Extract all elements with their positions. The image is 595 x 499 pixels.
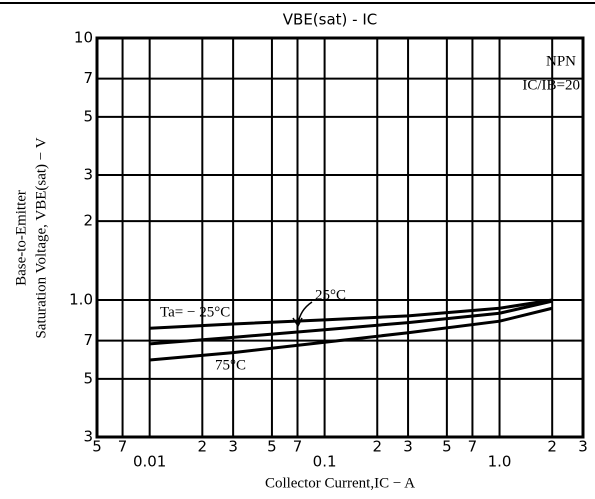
series-line — [149, 306, 553, 362]
y-axis-label: Base-to-Emitter — [13, 190, 29, 286]
arrow — [292, 301, 313, 328]
x-tick-label: 2 — [372, 438, 382, 456]
series-label: Ta= − 25°C — [160, 304, 230, 320]
x-axis-label: Collector Current,IC − A — [265, 475, 415, 491]
x-tick-label: 5 — [442, 438, 452, 456]
y-tick-label: 7 — [83, 331, 93, 349]
y-tick-label: 1.0 — [69, 291, 93, 309]
series-label: 75°C — [215, 357, 246, 373]
plot-frame — [95, 36, 585, 439]
x-tick-label: 2 — [198, 438, 208, 456]
x-tick-label: 5 — [267, 438, 277, 456]
y-tick-label: 5 — [83, 369, 93, 387]
annotation: IC/IB=20 — [522, 77, 580, 93]
x-tick-label: 0.01 — [133, 453, 166, 471]
x-tick-label: 5 — [92, 438, 102, 456]
chart-title: VBE(sat) - IC — [283, 11, 377, 29]
x-tick-label: 3 — [228, 438, 238, 456]
annotation: NPN — [546, 53, 576, 69]
y-tick-label: 3 — [83, 165, 93, 183]
y-tick-label: 2 — [83, 212, 93, 230]
series-label: 25°C — [315, 287, 346, 303]
y-axis-label: Saturation Voltage, VBE(sat) − V — [33, 137, 49, 338]
x-tick-label: 3 — [403, 438, 413, 456]
x-tick-label: 3 — [578, 438, 588, 456]
series-line — [149, 299, 553, 346]
x-tick-label: 7 — [293, 438, 303, 456]
y-tick-label: 5 — [83, 107, 93, 125]
x-tick-label: 7 — [118, 438, 128, 456]
y-tick-label: 7 — [83, 69, 93, 87]
y-tick-label: 10 — [74, 29, 93, 47]
x-tick-label: 1.0 — [488, 453, 512, 471]
x-tick-label: 7 — [468, 438, 478, 456]
series-line — [149, 298, 553, 330]
y-tick-label: 3 — [83, 428, 93, 446]
x-tick-label: 0.1 — [313, 453, 337, 471]
x-tick-label: 2 — [547, 438, 557, 456]
